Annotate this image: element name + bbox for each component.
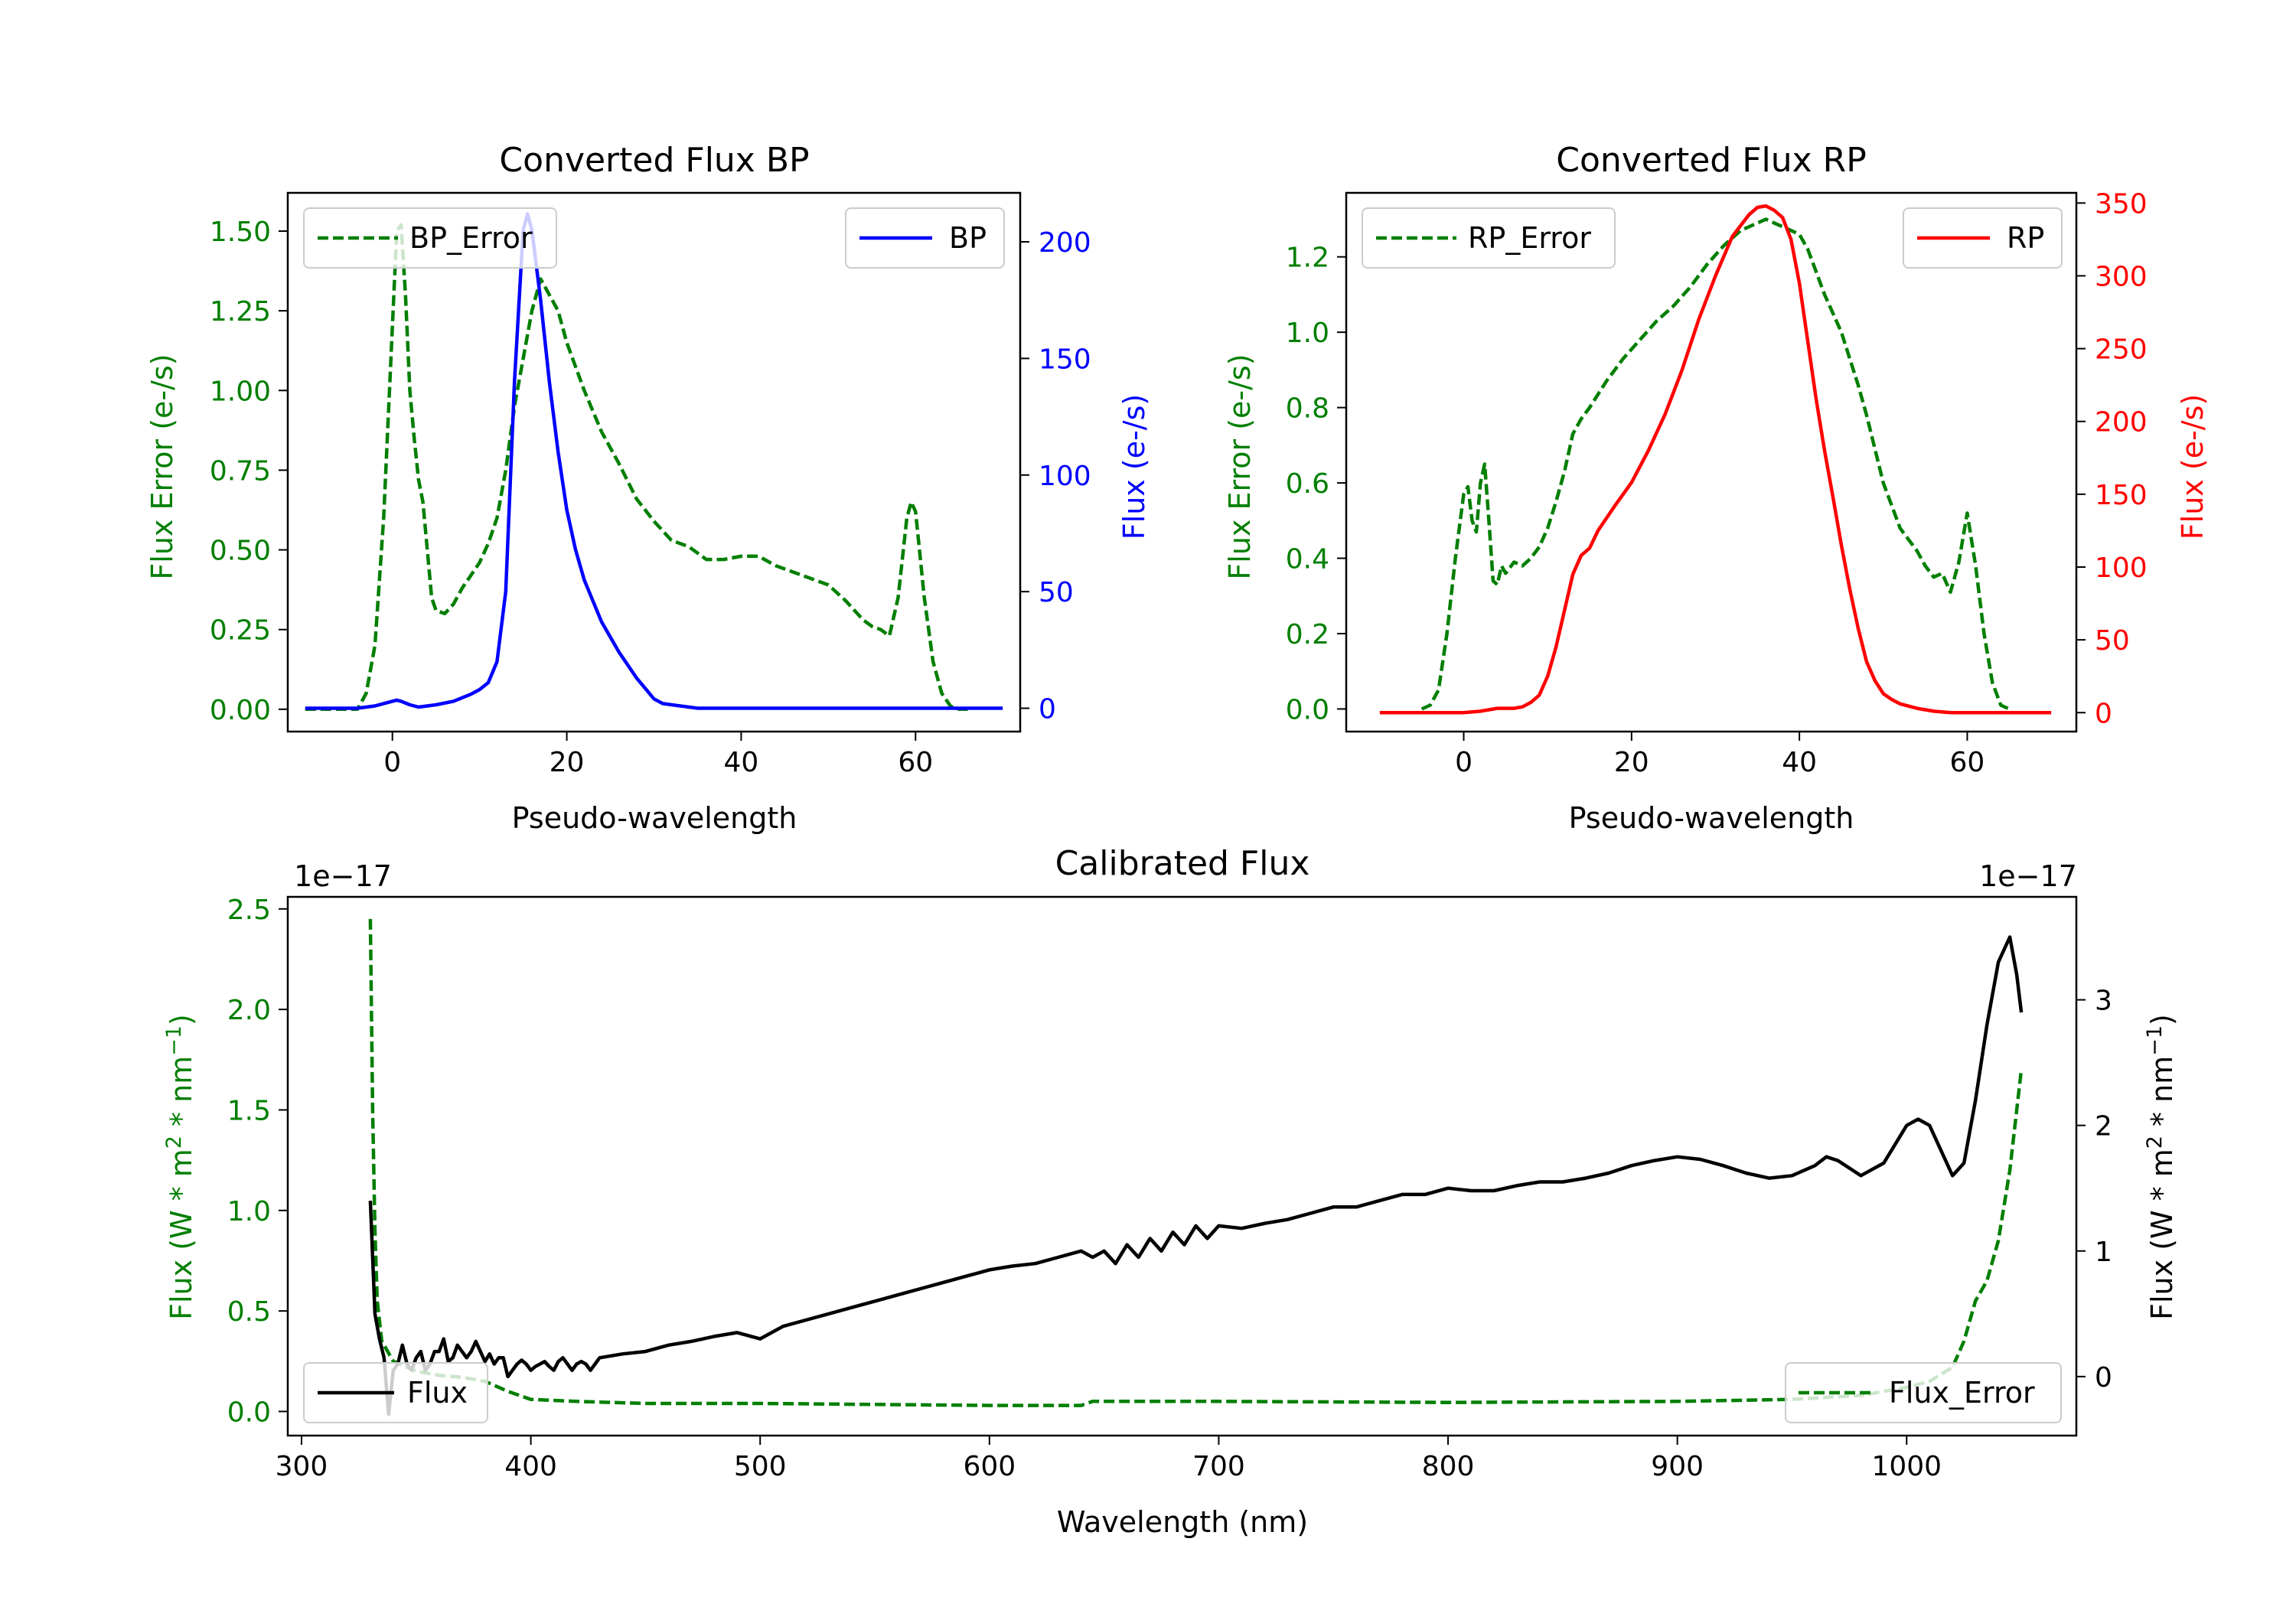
rp-y-left-tick-label: 0.2	[1286, 619, 1329, 650]
cal-y-right-tick-label: 0	[2095, 1362, 2112, 1393]
rp-x-tick-label: 40	[1782, 747, 1817, 778]
cal-y-left-tick-label: 2.5	[227, 895, 271, 926]
cal-legend-error-box	[1785, 1362, 2062, 1423]
cal-offset-right: 1e−17	[1979, 859, 2077, 893]
rp-lines	[1379, 204, 2052, 715]
cal-legend-error: Flux_Error	[1785, 1362, 2062, 1423]
cal-y-left-tick-label: 2.0	[227, 995, 271, 1026]
cal-legend-flux-label: Flux	[407, 1376, 468, 1410]
rp-y-right-tick-label: 150	[2095, 480, 2148, 511]
bp-x-tick-label: 40	[724, 747, 759, 778]
bp-legend-flux-label: BP	[949, 221, 987, 255]
cal-x-tick-label: 600	[963, 1451, 1016, 1482]
bp-x-axis-label: Pseudo-wavelength	[512, 801, 797, 835]
bp-lines	[305, 212, 1003, 712]
rp-y-right-tick-label: 50	[2095, 625, 2130, 657]
rp-y-right-label: Flux (e-/s)	[2176, 394, 2210, 539]
bp-ticks: 0 20 40 60 0.00 0.25 0.50 0.75 1.00 1.25 1.50 0 50 10…	[210, 217, 1091, 778]
bp-y-right-tick-label: 200	[1039, 227, 1091, 259]
cal-legend-flux: Flux	[303, 1362, 488, 1423]
bp-y-left-tick-label: 1.50	[210, 217, 271, 248]
bp-plot-frame	[286, 191, 1022, 733]
rp-legend-error-box	[1362, 207, 1616, 269]
bp-y-right-label: Flux (e-/s)	[1117, 394, 1151, 539]
bp-legend-error-box	[303, 207, 557, 269]
bp-y-left-tick-label: 1.25	[210, 296, 271, 328]
bp-legend-error: BP_Error	[303, 207, 557, 269]
bp-y-right-tick-label: 50	[1039, 577, 1074, 608]
cal-x-tick-label: 800	[1422, 1451, 1475, 1482]
rp-y-left-tick-label: 0.0	[1286, 694, 1329, 725]
cal-y-left-tick-label: 1.0	[227, 1196, 271, 1227]
cal-x-tick-label: 500	[734, 1451, 787, 1482]
cal-y-left-tick-label: 0.0	[227, 1397, 271, 1428]
cal-plot-frame	[286, 895, 2078, 1437]
rp-y-left-tick-label: 0.6	[1286, 468, 1329, 500]
cal-x-tick-label: 700	[1192, 1451, 1245, 1482]
cal-offset-left: 1e−17	[294, 859, 392, 893]
cal-y-right-tick-label: 2	[2095, 1111, 2112, 1143]
rp-ticks: 0 20 40 60 0.0 0.2 0.4 0.6 0.8 1.0 1.2 0 50 100 150 200…	[1286, 188, 2148, 778]
cal-title: Calibrated Flux	[1055, 844, 1310, 883]
rp-y-right-tick-label: 300	[2095, 261, 2148, 292]
chart-bp: Converted Flux BP Pseudo-wavelength Flux…	[145, 141, 1151, 835]
cal-legend-error-label: Flux_Error	[1889, 1376, 2035, 1410]
cal-y-right-tick-label: 3	[2095, 986, 2112, 1017]
bp-y-left-tick-label: 0.50	[210, 536, 271, 567]
rp-series-flux	[1379, 204, 2052, 715]
rp-y-left-tick-label: 1.2	[1286, 243, 1329, 274]
rp-y-left-tick-label: 0.4	[1286, 544, 1329, 575]
rp-legend-flux-label: RP	[2007, 221, 2044, 255]
cal-series-flux	[368, 935, 2024, 1416]
bp-y-left-tick-label: 0.00	[210, 695, 271, 726]
bp-x-tick-label: 20	[550, 747, 585, 778]
bp-legend-flux: BP	[845, 207, 1005, 269]
rp-title: Converted Flux RP	[1556, 141, 1867, 180]
bp-y-left-label: Flux Error (e-/s)	[145, 354, 179, 579]
bp-y-right-tick-label: 150	[1039, 344, 1091, 375]
bp-title: Converted Flux BP	[499, 141, 809, 180]
bp-series-error	[305, 223, 968, 712]
cal-x-tick-label: 1000	[1871, 1451, 1942, 1482]
rp-legend-error: RP_Error	[1362, 207, 1616, 269]
cal-legend-flux-box	[303, 1362, 488, 1423]
cal-x-tick-label: 400	[504, 1451, 557, 1482]
bp-x-tick-label: 0	[383, 747, 401, 778]
bp-y-left-tick-label: 1.00	[210, 376, 271, 407]
rp-x-axis-label: Pseudo-wavelength	[1569, 801, 1854, 835]
bp-y-left-tick-label: 0.25	[210, 615, 271, 647]
rp-y-right-tick-label: 0	[2095, 698, 2112, 729]
rp-x-tick-label: 0	[1455, 747, 1473, 778]
rp-y-right-tick-label: 100	[2095, 553, 2148, 584]
bp-y-left-tick-label: 0.75	[210, 455, 271, 487]
bp-y-right-tick-label: 100	[1039, 461, 1091, 492]
cal-y-left-tick-label: 1.5	[227, 1095, 271, 1126]
rp-y-right-tick-label: 200	[2095, 407, 2148, 438]
cal-x-tick-label: 300	[276, 1451, 328, 1482]
rp-x-tick-label: 20	[1614, 747, 1649, 778]
rp-y-left-label: Flux Error (e-/s)	[1223, 354, 1257, 579]
rp-legend-error-label: RP_Error	[1468, 221, 1591, 255]
cal-y-left-tick-label: 0.5	[227, 1296, 271, 1328]
bp-series-flux	[305, 212, 1003, 710]
rp-y-right-tick-label: 350	[2095, 188, 2148, 220]
rp-y-left-tick-label: 0.8	[1286, 393, 1329, 425]
rp-plot-frame	[1345, 191, 2078, 733]
bp-legend-error-label: BP_Error	[409, 221, 533, 255]
rp-x-tick-label: 60	[1950, 747, 1985, 778]
cal-y-right-tick-label: 1	[2095, 1237, 2112, 1268]
bp-x-tick-label: 60	[898, 747, 933, 778]
cal-ticks: 300 400 500 600 700 800 900 1000 0.0 0.5 1.0 1.5 2.0…	[227, 895, 2112, 1482]
rp-legend-flux: RP	[1903, 207, 2063, 269]
cal-x-tick-label: 900	[1651, 1451, 1704, 1482]
chart-rp: Converted Flux RP Pseudo-wavelength Flux…	[1223, 141, 2210, 835]
bp-y-right-tick-label: 0	[1039, 694, 1056, 725]
cal-x-axis-label: Wavelength (nm)	[1057, 1505, 1308, 1539]
rp-y-left-tick-label: 1.0	[1286, 318, 1329, 349]
rp-y-right-tick-label: 250	[2095, 334, 2148, 366]
chart-calibrated: Calibrated Flux Wavelength (nm) 1e−17 1e…	[162, 844, 2179, 1539]
cal-y-left-label: Flux (W * m2 * nm−1)	[162, 1014, 198, 1320]
cal-y-right-label: Flux (W * m2 * nm−1)	[2143, 1014, 2179, 1320]
